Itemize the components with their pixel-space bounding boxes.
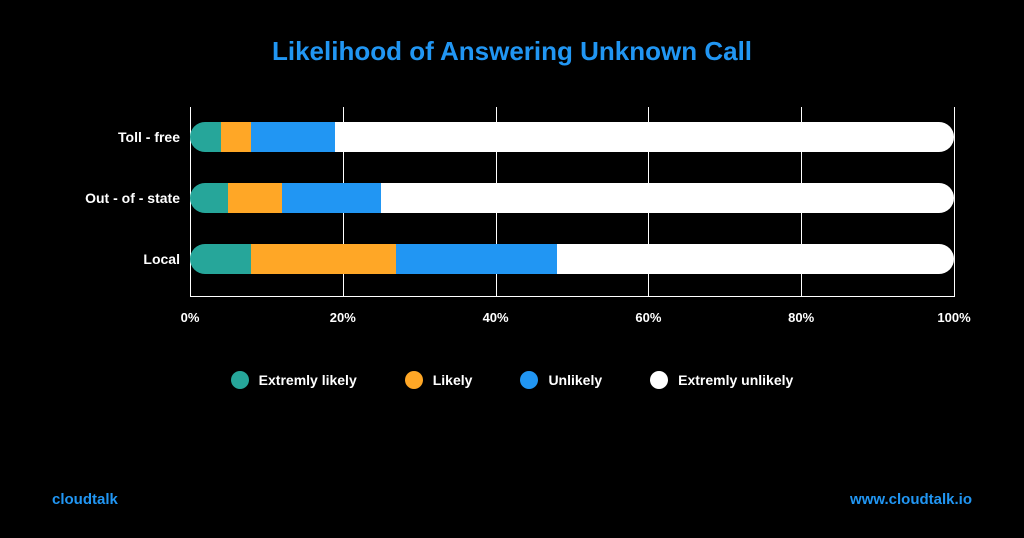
- legend-item-unlikely: Unlikely: [520, 371, 602, 389]
- bar-segment-extremely_likely: [190, 122, 221, 152]
- x-axis-label: 60%: [635, 310, 661, 325]
- plot-area: [190, 107, 954, 297]
- chart-area: 0%20%40%60%80%100%Toll - freeOut - of - …: [70, 107, 954, 337]
- bar-segment-extremely_unlikely: [381, 183, 954, 213]
- bar-segment-unlikely: [251, 122, 335, 152]
- x-axis-label: 80%: [788, 310, 814, 325]
- bar-segment-unlikely: [282, 183, 381, 213]
- x-axis-label: 40%: [483, 310, 509, 325]
- bar-segment-extremely_likely: [190, 244, 251, 274]
- y-axis-label: Local: [70, 244, 180, 274]
- legend-label: Extremly likely: [259, 372, 357, 388]
- chart-title: Likelihood of Answering Unknown Call: [0, 0, 1024, 77]
- x-axis-label: 100%: [937, 310, 970, 325]
- brand-url: www.cloudtalk.io: [850, 491, 972, 508]
- legend-item-extremely_likely: Extremly likely: [231, 371, 357, 389]
- legend-swatch: [520, 371, 538, 389]
- bar-segment-extremely_unlikely: [335, 122, 954, 152]
- y-axis-label: Toll - free: [70, 122, 180, 152]
- legend-swatch: [650, 371, 668, 389]
- bar-segment-likely: [228, 183, 281, 213]
- brand-logo-text: cloudtalk: [52, 491, 118, 508]
- bar-segment-extremely_likely: [190, 183, 228, 213]
- legend-label: Extremly unlikely: [678, 372, 793, 388]
- bar-row: [190, 122, 954, 152]
- bar-segment-likely: [251, 244, 396, 274]
- legend-item-likely: Likely: [405, 371, 473, 389]
- x-axis-label: 20%: [330, 310, 356, 325]
- bar-segment-likely: [221, 122, 252, 152]
- legend-label: Likely: [433, 372, 473, 388]
- bar-segment-unlikely: [396, 244, 556, 274]
- legend-swatch: [231, 371, 249, 389]
- bar-row: [190, 244, 954, 274]
- bar-segment-extremely_unlikely: [557, 244, 954, 274]
- legend: Extremly likely Likely Unlikely Extremly un…: [0, 371, 1024, 389]
- footer: cloudtalk www.cloudtalk.io: [52, 491, 972, 508]
- gridline: [954, 107, 955, 297]
- y-axis-label: Out - of - state: [70, 183, 180, 213]
- legend-item-extremely_unlikely: Extremly unlikely: [650, 371, 793, 389]
- legend-swatch: [405, 371, 423, 389]
- legend-label: Unlikely: [548, 372, 602, 388]
- x-axis-baseline: [190, 296, 954, 297]
- bar-row: [190, 183, 954, 213]
- x-axis-label: 0%: [181, 310, 200, 325]
